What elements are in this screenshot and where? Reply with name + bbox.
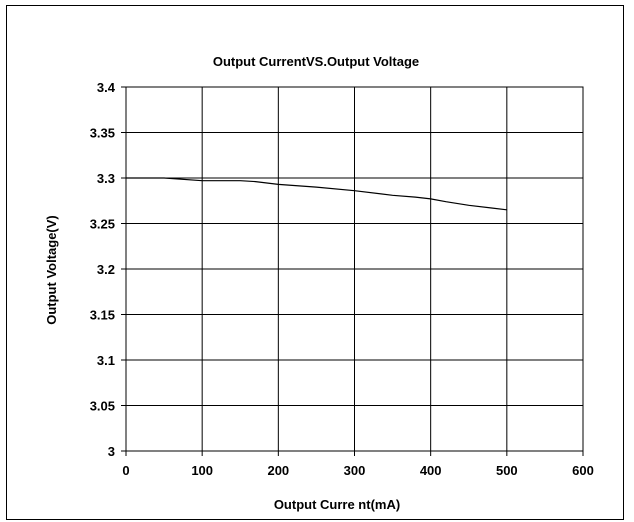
- y-tick-label: 3.15: [90, 308, 115, 323]
- series-line: [126, 177, 507, 211]
- grid-layer: [126, 87, 583, 451]
- series-layer: [126, 177, 507, 211]
- y-tick-label: 3.35: [90, 126, 115, 141]
- x-tick-label: 0: [122, 463, 129, 478]
- y-tick-label: 3.05: [90, 399, 115, 414]
- x-tick-label: 100: [191, 463, 213, 478]
- x-axis-label: Output Curre nt(mA): [274, 497, 400, 512]
- x-tick-label: 500: [496, 463, 518, 478]
- y-tick-label: 3.1: [97, 353, 115, 368]
- x-tick-label: 300: [344, 463, 366, 478]
- y-tick-label: 3.4: [97, 80, 116, 95]
- y-tick-label: 3.25: [90, 217, 115, 232]
- x-tick-label: 600: [572, 463, 594, 478]
- y-axis-label: Output Voltage(V): [44, 215, 59, 325]
- y-tick-label: 3: [108, 444, 115, 459]
- tick-layer: 0 100 200 300 400 500 600 3 3.05 3.1 3.15 3.2 3.25 3.…: [90, 80, 594, 478]
- y-tick-label: 3.2: [97, 262, 115, 277]
- chart-title: Output CurrentVS.Output Voltage: [213, 54, 419, 69]
- x-tick-label: 400: [420, 463, 442, 478]
- y-tick-label: 3.3: [97, 171, 115, 186]
- x-tick-label: 200: [267, 463, 289, 478]
- chart-frame: [6, 5, 624, 520]
